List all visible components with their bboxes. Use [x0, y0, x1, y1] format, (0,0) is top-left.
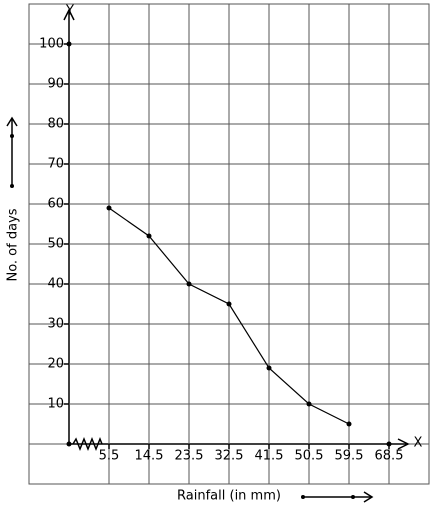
y-tick-label: 60 [47, 197, 64, 212]
point [146, 233, 152, 239]
x-axis-label: Rainfall (in mm) [177, 489, 281, 504]
axis-break [72, 436, 103, 452]
x-axis-name: X [414, 436, 423, 451]
arrow-dot [351, 495, 355, 499]
point [346, 421, 352, 427]
x-tick-label: 41.5 [255, 449, 284, 464]
arrow-dot [10, 184, 14, 188]
y-axis-arrow [63, 8, 75, 21]
y-tick-label: 80 [47, 117, 64, 132]
y-tick-label: 20 [47, 357, 64, 372]
point [226, 301, 232, 307]
arrow-dot [10, 134, 14, 138]
x-tick-label: 59.5 [335, 449, 364, 464]
x-tick-label: 68.5 [375, 449, 404, 464]
point [306, 401, 312, 407]
y-tick-label: 40 [47, 277, 64, 292]
point [186, 281, 192, 287]
x-tick-label: 5.5 [99, 449, 120, 464]
x-axis-arrow [397, 438, 410, 450]
y-tick-label: 90 [47, 77, 64, 92]
y-tick-label: 50 [47, 237, 64, 252]
point [106, 205, 112, 211]
x-tick-label: 50.5 [295, 449, 324, 464]
x-tick-label: 23.5 [175, 449, 204, 464]
origin [66, 441, 72, 447]
x-tick-dot [386, 441, 392, 447]
y-tick-label: 70 [47, 157, 64, 172]
point [266, 365, 272, 371]
y-tick-label: 100 [39, 37, 64, 52]
y-tick-dot [66, 41, 72, 47]
x-tick-label: 32.5 [215, 449, 244, 464]
y-tick-label: 30 [47, 317, 64, 332]
x-direction-arrowhead [363, 491, 374, 503]
x-tick-label: 14.5 [135, 449, 164, 464]
y-axis-name: Y [65, 4, 74, 19]
y-axis-label: No. of days [6, 208, 21, 281]
arrow-dot [301, 495, 305, 499]
y-tick-label: 10 [47, 397, 64, 412]
y-direction-arrowhead [6, 116, 18, 127]
